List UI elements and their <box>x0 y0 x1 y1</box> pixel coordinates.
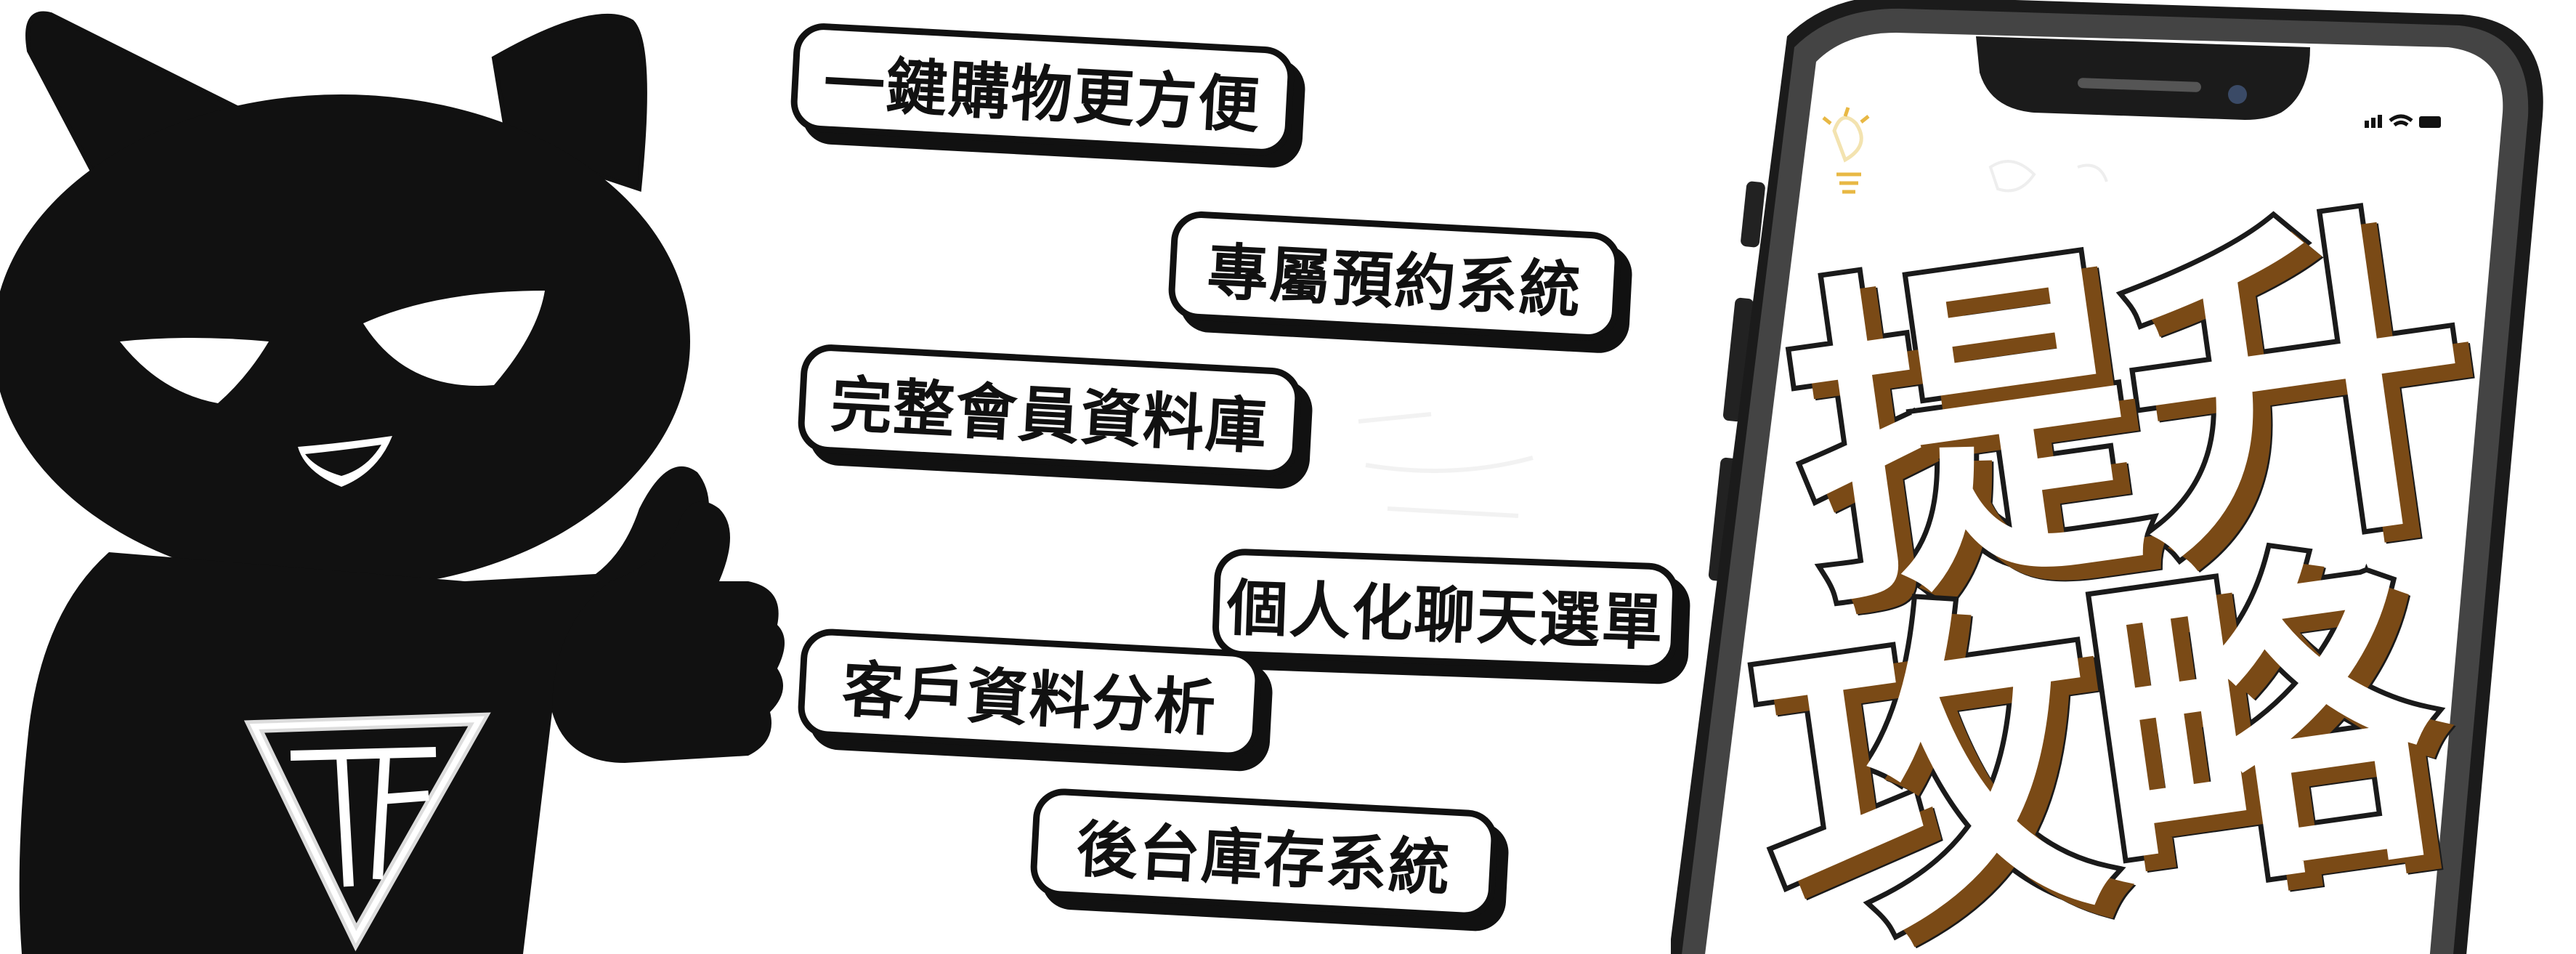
cat-mascot-icon <box>0 11 785 954</box>
feature-bubble-analytics: 客戶資料分析 <box>796 627 1263 761</box>
headline-line-2: 攻略 <box>1728 504 2455 954</box>
feature-bubble-label: 完整會員資料庫 <box>829 368 1270 463</box>
wifi-icon <box>2389 114 2413 127</box>
signal-icon <box>2365 115 2382 128</box>
feature-bubble-label: 個人化聊天選單 <box>1226 572 1666 658</box>
smartphone-frame <box>1671 0 2543 954</box>
feature-bubble-inventory: 後台庫存系統 <box>1029 787 1499 921</box>
feature-bubble-label: 一鍵購物更方便 <box>822 47 1263 142</box>
tf-shield-logo-icon <box>243 712 491 952</box>
lightbulb-icon <box>1822 107 1870 194</box>
feature-bubble-label: 客戶資料分析 <box>840 653 1219 744</box>
sketch-decoration <box>1358 412 1534 518</box>
feature-bubble-shopping: 一鍵購物更方便 <box>789 22 1296 157</box>
feature-bubble-booking: 專屬預約系統 <box>1167 209 1623 343</box>
feature-bubble-label: 專屬預約系統 <box>1205 235 1584 326</box>
feature-bubble-chat-menu: 個人化聊天選單 <box>1211 547 1680 674</box>
feature-bubble-member-db: 完整會員資料庫 <box>796 343 1303 478</box>
battery-icon <box>2419 116 2441 128</box>
feature-bubble-label: 後台庫存系統 <box>1074 813 1453 904</box>
